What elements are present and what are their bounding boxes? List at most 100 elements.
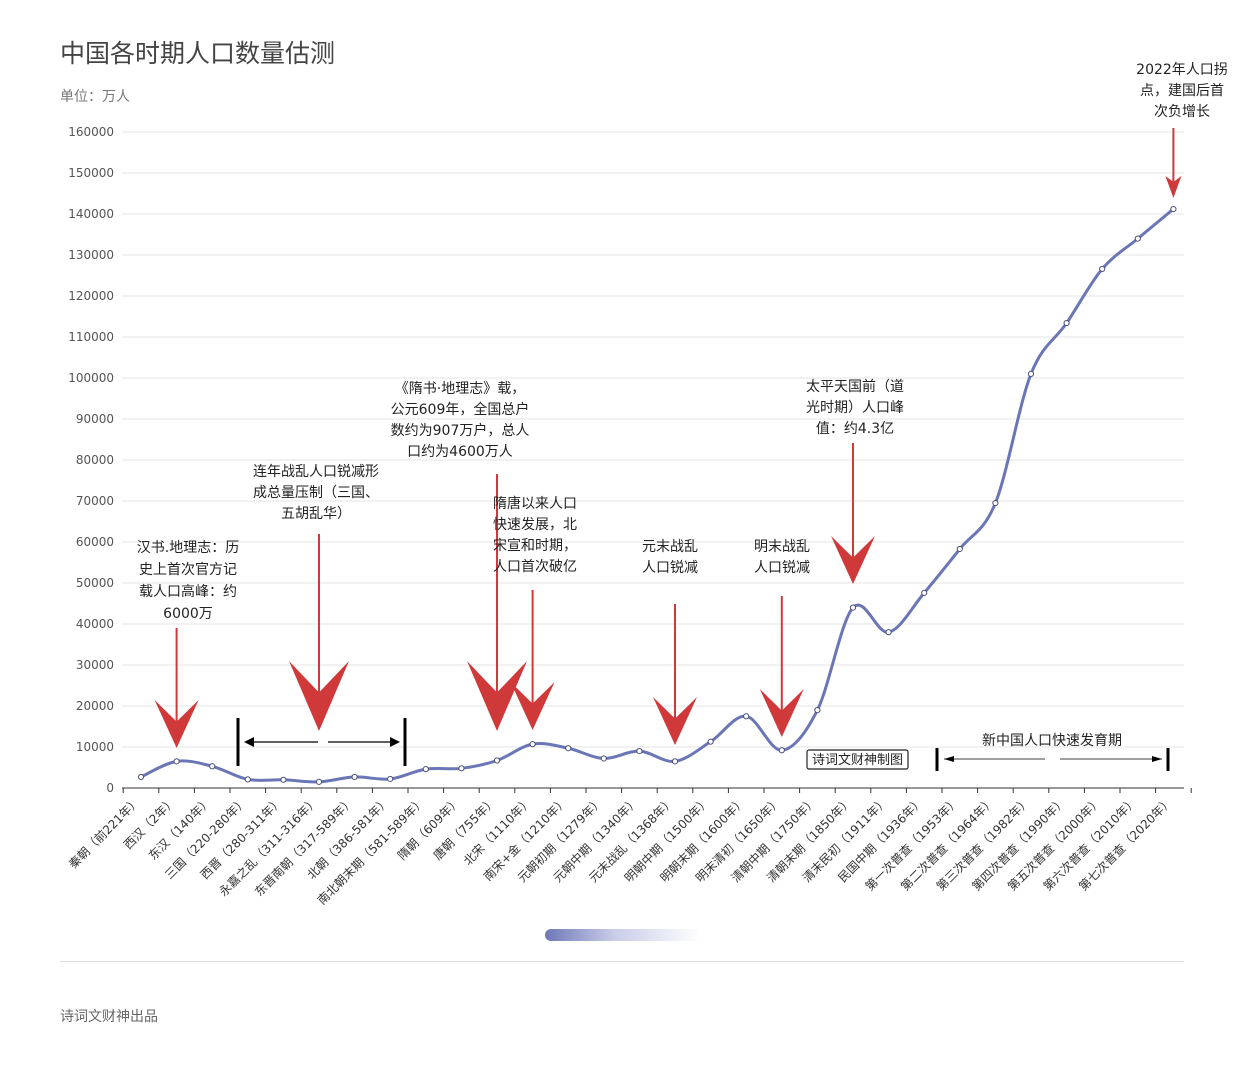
annotation: 元末战乱人口锐减 (642, 539, 698, 745)
annotation-arrowhead (510, 682, 555, 730)
period-bracket-wars (236, 718, 407, 766)
unit-label: 单位：万人 (60, 89, 130, 105)
annotation: 隋唐以来人口快速发展，北宋宣和时期， 人口首次破亿 (493, 495, 577, 730)
footer-divider (60, 961, 1184, 962)
y-tick-label: 160000 (68, 125, 114, 139)
data-point (849, 604, 857, 611)
watermark-frame (806, 749, 909, 770)
y-tick-label: 120000 (68, 289, 114, 303)
data-point (814, 707, 821, 714)
annotation-text: 汉书.地理志：历史上首次官方记载人口高峰：约 6000万 (137, 540, 239, 622)
annotation-text-line: 次负增长 (1154, 104, 1210, 120)
bracket-arrowhead-left (944, 756, 954, 762)
y-tick-label: 50000 (76, 576, 114, 590)
annotation-text: 明末战乱人口锐减 (754, 539, 810, 576)
annotation-text-line: 数约为907万户，总人 (391, 422, 530, 439)
data-point (1099, 265, 1106, 273)
y-tick-label: 90000 (76, 412, 114, 426)
data-point (1170, 205, 1177, 213)
period-label: 新中国人口快速发育期 (982, 733, 1122, 749)
y-tick-label: 100000 (68, 371, 114, 385)
annotation: 连年战乱人口锐减形成总量压制（三国、五胡乱华） (253, 464, 379, 731)
y-tick-label: 110000 (68, 330, 114, 344)
page-title: 中国各时期人口数量估测 (60, 39, 336, 68)
annotation: 汉书.地理志：历史上首次官方记载人口高峰：约 6000万 (137, 540, 239, 748)
annotation: 太平天国前（道光时期）人口峰值：约4.3亿 (806, 378, 904, 584)
x-axis: 秦朝（前221年）西汉（2年）东汉（140年）三国（220-280年）西晋（28… (65, 788, 1192, 907)
annotation-text-line: 6000万 (163, 606, 213, 622)
data-point (173, 758, 180, 765)
data-point (743, 713, 750, 720)
y-tick-label: 130000 (68, 248, 114, 262)
watermark-text: 诗词文财神制图 (812, 753, 903, 768)
data-point (529, 741, 536, 748)
annotation-text-line: 宋宣和时期， (493, 538, 577, 554)
y-tick-label: 40000 (76, 617, 114, 631)
annotation-text-line: 人口锐减 (754, 560, 810, 576)
y-tick-label: 20000 (76, 699, 114, 713)
data-point (885, 629, 892, 636)
annotation-text-line: 《隋书·地理志》载， (395, 381, 525, 397)
x-tick-label: 东汉（140年） (146, 794, 215, 863)
annotation-text-line: 史上首次官方记 (139, 562, 237, 578)
data-point (137, 773, 145, 781)
data-point (565, 745, 572, 752)
data-point (600, 755, 607, 762)
annotation: 《隋书·地理志》载， 公元609年，全国总户数约为907万户，总人口约为4600万… (391, 381, 530, 731)
x-tick-label: 唐朝（755年） (430, 794, 499, 863)
annotation-text: 《隋书·地理志》载， 公元609年，全国总户数约为907万户，总人口约为4600万… (391, 381, 530, 460)
annotation-arrowhead (1165, 176, 1182, 198)
data-point (493, 757, 501, 764)
footer-credit: 诗词文财神出品 (60, 1009, 158, 1025)
annotation-text: 2022年人口拐点，建国后首次负增长 (1136, 62, 1228, 120)
y-tick-label: 30000 (76, 658, 114, 672)
data-point (671, 758, 679, 765)
y-tick-label: 60000 (76, 535, 114, 549)
annotation-text: 连年战乱人口锐减形成总量压制（三国、五胡乱华） (253, 464, 379, 522)
annotation-arrowhead (831, 536, 875, 584)
bracket-arrowhead-right (1152, 756, 1162, 762)
annotation-text-line: 成总量压制（三国、 (253, 485, 379, 501)
chart-zoom-slider[interactable] (545, 929, 700, 941)
annotation-text-line: 明末战乱 (754, 539, 810, 555)
period-bracket-new-china: 新中国人口快速发育期 (935, 733, 1170, 771)
annotation-arrowhead (653, 697, 697, 745)
annotation-text-line: 载人口高峰：约 (139, 583, 237, 600)
annotation-text-line: 五胡乱华） (281, 506, 351, 522)
data-point (1027, 370, 1035, 377)
y-tick-label: 70000 (76, 494, 114, 508)
y-tick-label: 140000 (68, 207, 114, 221)
annotation: 2022年人口拐点，建国后首次负增长 (1136, 62, 1228, 198)
data-point (351, 773, 358, 781)
bracket-arrowhead-right (390, 737, 400, 747)
data-point (1134, 235, 1141, 242)
data-point (992, 499, 999, 507)
annotation-text-line: 汉书.地理志：历 (137, 540, 239, 556)
annotation-text-line: 隋唐以来人口 (493, 495, 577, 512)
data-point (707, 738, 714, 745)
annotation-text-line: 快速发展，北 (493, 517, 577, 533)
data-points (137, 205, 1177, 785)
bracket-arrowhead-left (244, 737, 254, 747)
y-axis: 0 10000 20000 30000 40000 50000 60000 70000 8000… (68, 125, 114, 795)
annotation-text-line: 公元609年，全国总户 (391, 401, 530, 418)
y-tick-label: 0 (106, 781, 114, 795)
watermark-box: 诗词文财神制图 (806, 749, 909, 770)
annotation-text-line: 连年战乱人口锐减形 (253, 464, 379, 480)
annotation-text-line: 点，建国后首 (1140, 83, 1224, 99)
data-point (280, 776, 287, 783)
annotation-arrowhead (759, 689, 804, 737)
data-point (636, 748, 643, 755)
y-tick-label: 10000 (76, 740, 114, 754)
annotation: 明末战乱人口锐减 (754, 539, 810, 737)
data-point (315, 778, 323, 785)
annotation-text-line: 光时期）人口峰 (806, 400, 904, 416)
data-point (244, 776, 251, 783)
annotation-text-line: 元末战乱 (642, 539, 698, 555)
data-point (1063, 319, 1070, 327)
annotation-arrowhead (289, 661, 349, 731)
data-point (422, 766, 429, 773)
annotation-text-line: 口约为4600万人 (407, 444, 513, 460)
annotation-text-line: 太平天国前（道 (806, 378, 904, 395)
y-tick-label: 150000 (68, 166, 114, 180)
